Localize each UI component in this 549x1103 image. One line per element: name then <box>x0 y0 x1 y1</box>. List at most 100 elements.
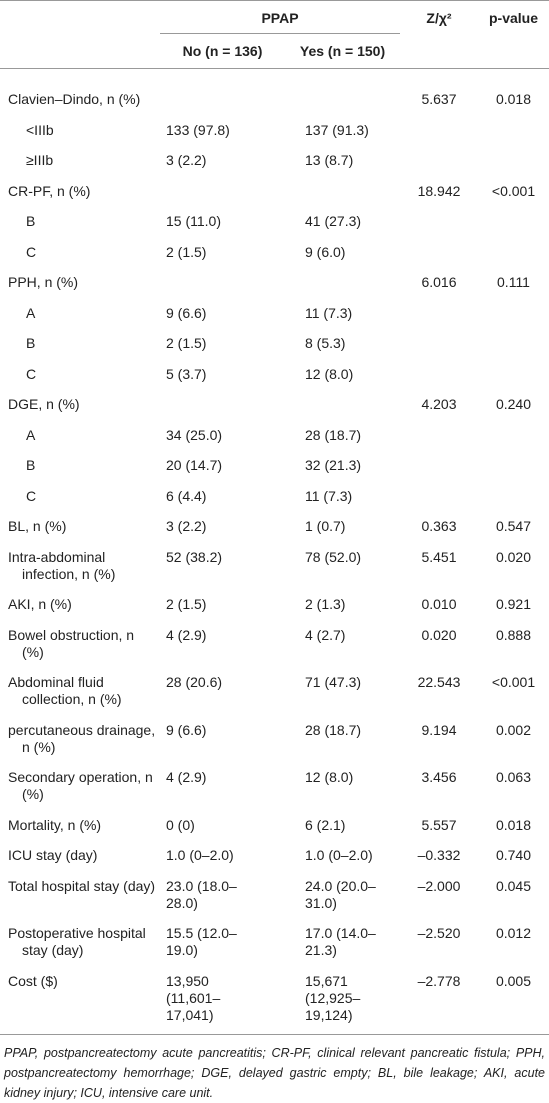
header-empty <box>0 0 160 34</box>
no-cell: 4 (2.9) <box>166 626 207 643</box>
z-cell: 6.016 <box>421 274 457 290</box>
yes-cell: 71 (47.3) <box>305 674 362 690</box>
yes-cell: 12 (8.0) <box>305 365 354 382</box>
no-cell <box>160 267 285 298</box>
no-cell: 133 (97.8) <box>166 121 230 138</box>
p-cell: 0.063 <box>495 769 532 785</box>
yes-cell: 12 (8.0) <box>305 769 354 785</box>
yes-cell <box>285 389 400 420</box>
p-cell: 0.005 <box>478 965 549 1035</box>
p-cell <box>478 328 549 359</box>
z-cell: –2.520 <box>417 925 461 941</box>
row: Postoperative hospital stay (day) 15.5 (1… <box>0 918 549 966</box>
row: Total hospital stay (day) 23.0 (18.0–28.0… <box>0 871 549 919</box>
p-cell: 0.547 <box>495 518 532 534</box>
no-cell: 13,950 (11,601–17,041) <box>160 965 285 1035</box>
p-cell <box>478 359 549 390</box>
row: percutaneous drainage, n (%) 9 (6.6) 28 (1… <box>0 715 549 763</box>
yes-cell: 11 (7.3) <box>305 304 353 321</box>
header-row: PPAP Z/χ² p-value <box>0 0 549 69</box>
z-cell <box>400 481 478 512</box>
no-cell <box>160 176 285 207</box>
z-cell <box>400 115 478 146</box>
row-label: PPH, n (%) <box>8 274 79 290</box>
z-cell: 22.543 <box>417 674 461 690</box>
yes-cell <box>285 69 400 115</box>
z-cell: 9.194 <box>421 721 457 738</box>
yes-cell: 28 (18.7) <box>305 426 362 443</box>
p-header: p-value <box>478 0 549 69</box>
z-cell <box>400 145 478 176</box>
yes-cell: 8 (5.3) <box>305 335 346 351</box>
no-cell: 3 (2.2) <box>166 152 207 168</box>
no-cell: 34 (25.0) <box>166 426 223 443</box>
row-label: percutaneous drainage, n (%) <box>8 721 156 755</box>
subrow: C 5 (3.7) 12 (8.0) <box>0 359 549 390</box>
yes-cell: 13 (8.7) <box>305 152 354 168</box>
no-cell: 9 (6.6) <box>166 304 207 321</box>
p-cell: 0.012 <box>495 925 532 941</box>
p-cell: 0.020 <box>495 548 532 565</box>
subrow: A 34 (25.0) 28 (18.7) <box>0 420 549 451</box>
z-cell <box>400 237 478 268</box>
no-cell: 5 (3.7) <box>166 365 207 382</box>
yes-cell: 1.0 (0–2.0) <box>305 847 373 863</box>
subrow: <IIIb 133 (97.8) 137 (91.3) <box>0 115 549 146</box>
subrow: ≥IIIb 3 (2.2) 13 (8.7) <box>0 145 549 176</box>
row-label: BL, n (%) <box>8 518 67 534</box>
row-label: Postoperative hospital stay (day) <box>8 925 146 958</box>
p-cell <box>478 206 549 237</box>
row-label: Secondary operation, n (%) <box>8 769 153 802</box>
yes-cell: 78 (52.0) <box>305 548 362 565</box>
row-label: B <box>26 457 36 473</box>
no-cell: 3 (2.2) <box>166 518 207 534</box>
header-empty <box>0 33 160 69</box>
subheader-row: No (n = 136) Yes (n = 150) <box>0 33 549 69</box>
subrow: C 2 (1.5) 9 (6.0) <box>0 237 549 268</box>
yes-cell: 15,671 (12,925–19,124) <box>285 965 400 1035</box>
row: PPH, n (%) 6.016 0.111 <box>0 267 549 298</box>
p-cell: 0.740 <box>495 847 532 863</box>
row-label: C <box>26 365 37 382</box>
row-label: Total hospital stay (day) <box>8 877 156 894</box>
row: Mortality, n (%) 0 (0) 6 (2.1) 5.557 0.018 <box>0 810 549 841</box>
footnote: PPAP, postpancreatectomy acute pancreati… <box>4 1045 545 1100</box>
p-cell: 0.018 <box>495 91 532 107</box>
subrow: B 20 (14.7) 32 (21.3) <box>0 450 549 481</box>
no-cell: 9 (6.6) <box>166 721 207 738</box>
row: Clavien–Dindo, n (%) 5.637 0.018 <box>0 69 549 115</box>
z-cell: 5.637 <box>421 91 457 107</box>
row: Intra-abdominal infection, n (%) 52 (38.2… <box>0 542 549 590</box>
z-cell <box>400 450 478 481</box>
row-label: Bowel obstruction, n (%) <box>8 626 135 660</box>
row: CR-PF, n (%) 18.942 <0.001 <box>0 176 549 207</box>
yes-cell: 4 (2.7) <box>305 626 346 643</box>
yes-cell: 24.0 (20.0–31.0) <box>305 877 376 911</box>
no-cell: 15 (11.0) <box>166 213 221 229</box>
yes-cell: 28 (18.7) <box>305 721 362 738</box>
yes-cell: 41 (27.3) <box>305 213 362 229</box>
subrow: A 9 (6.6) 11 (7.3) <box>0 298 549 329</box>
row-label: AKI, n (%) <box>8 596 72 612</box>
no-cell: 1.0 (0–2.0) <box>166 847 234 863</box>
no-cell: 6 (4.4) <box>166 487 207 504</box>
no-cell: 0 (0) <box>166 816 195 833</box>
p-cell <box>478 145 549 176</box>
yes-cell <box>285 267 400 298</box>
yes-cell: 6 (2.1) <box>305 816 346 833</box>
no-cell <box>160 69 285 115</box>
no-cell: 2 (1.5) <box>166 596 207 612</box>
row: Bowel obstruction, n (%) 4 (2.9) 4 (2.7) 0.… <box>0 620 549 668</box>
yes-cell <box>285 176 400 207</box>
p-cell <box>478 481 549 512</box>
z-cell <box>400 298 478 329</box>
no-cell: 4 (2.9) <box>166 769 207 785</box>
p-cell: 0.018 <box>495 816 532 833</box>
yes-cell: 32 (21.3) <box>305 457 362 473</box>
row-label: Clavien–Dindo, n (%) <box>8 91 141 107</box>
row-label: A <box>26 426 36 443</box>
yes-header: Yes (n = 150) <box>285 33 400 69</box>
z-cell: –0.332 <box>417 847 461 863</box>
z-header: Z/χ² <box>400 0 478 69</box>
